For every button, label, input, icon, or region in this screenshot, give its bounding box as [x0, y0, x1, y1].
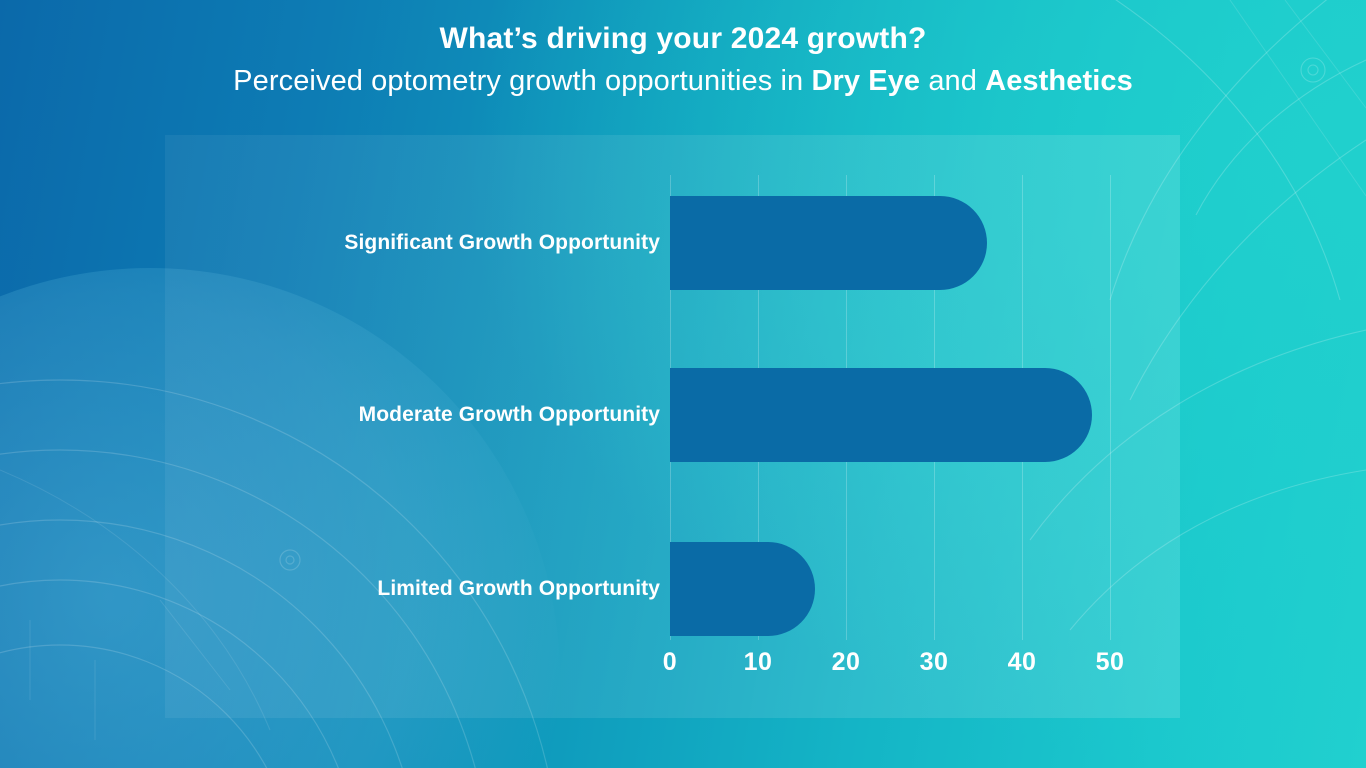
x-tick-label: 40 — [1007, 648, 1037, 676]
subtitle-highlight-dry-eye: Dry Eye — [811, 65, 921, 97]
chart-header: What’s driving your 2024 growth? Perceiv… — [0, 22, 1366, 98]
bar-row: Moderate Growth Opportunity — [165, 368, 1180, 462]
x-tick-label: 10 — [743, 648, 773, 676]
bar-row: Significant Growth Opportunity — [165, 196, 1180, 290]
gridline-50 — [1110, 175, 1111, 640]
subtitle-conjunction: and — [920, 65, 986, 97]
category-label: Moderate Growth Opportunity — [358, 403, 660, 426]
page-subtitle: Perceived optometry growth opportunities… — [0, 65, 1366, 98]
x-axis: 0 10 20 30 40 50 — [165, 640, 1180, 690]
x-tick-label: 20 — [831, 648, 861, 676]
x-tick-label: 50 — [1095, 648, 1125, 676]
bar — [670, 368, 1093, 462]
chart-panel: Significant Growth Opportunity Moderate G… — [165, 135, 1180, 718]
bar — [670, 542, 816, 636]
bar — [670, 196, 987, 290]
subtitle-highlight-aesthetics: Aesthetics — [985, 65, 1133, 97]
x-tick-label: 0 — [662, 648, 678, 676]
bar-row: Limited Growth Opportunity — [165, 542, 1180, 636]
subtitle-prefix: Perceived optometry growth opportunities… — [233, 65, 812, 97]
bar-chart-plot-area: Significant Growth Opportunity Moderate G… — [165, 135, 1180, 718]
category-label: Significant Growth Opportunity — [344, 231, 660, 254]
category-label: Limited Growth Opportunity — [377, 577, 660, 600]
x-tick-label: 30 — [919, 648, 949, 676]
page-title: What’s driving your 2024 growth? — [439, 22, 927, 55]
